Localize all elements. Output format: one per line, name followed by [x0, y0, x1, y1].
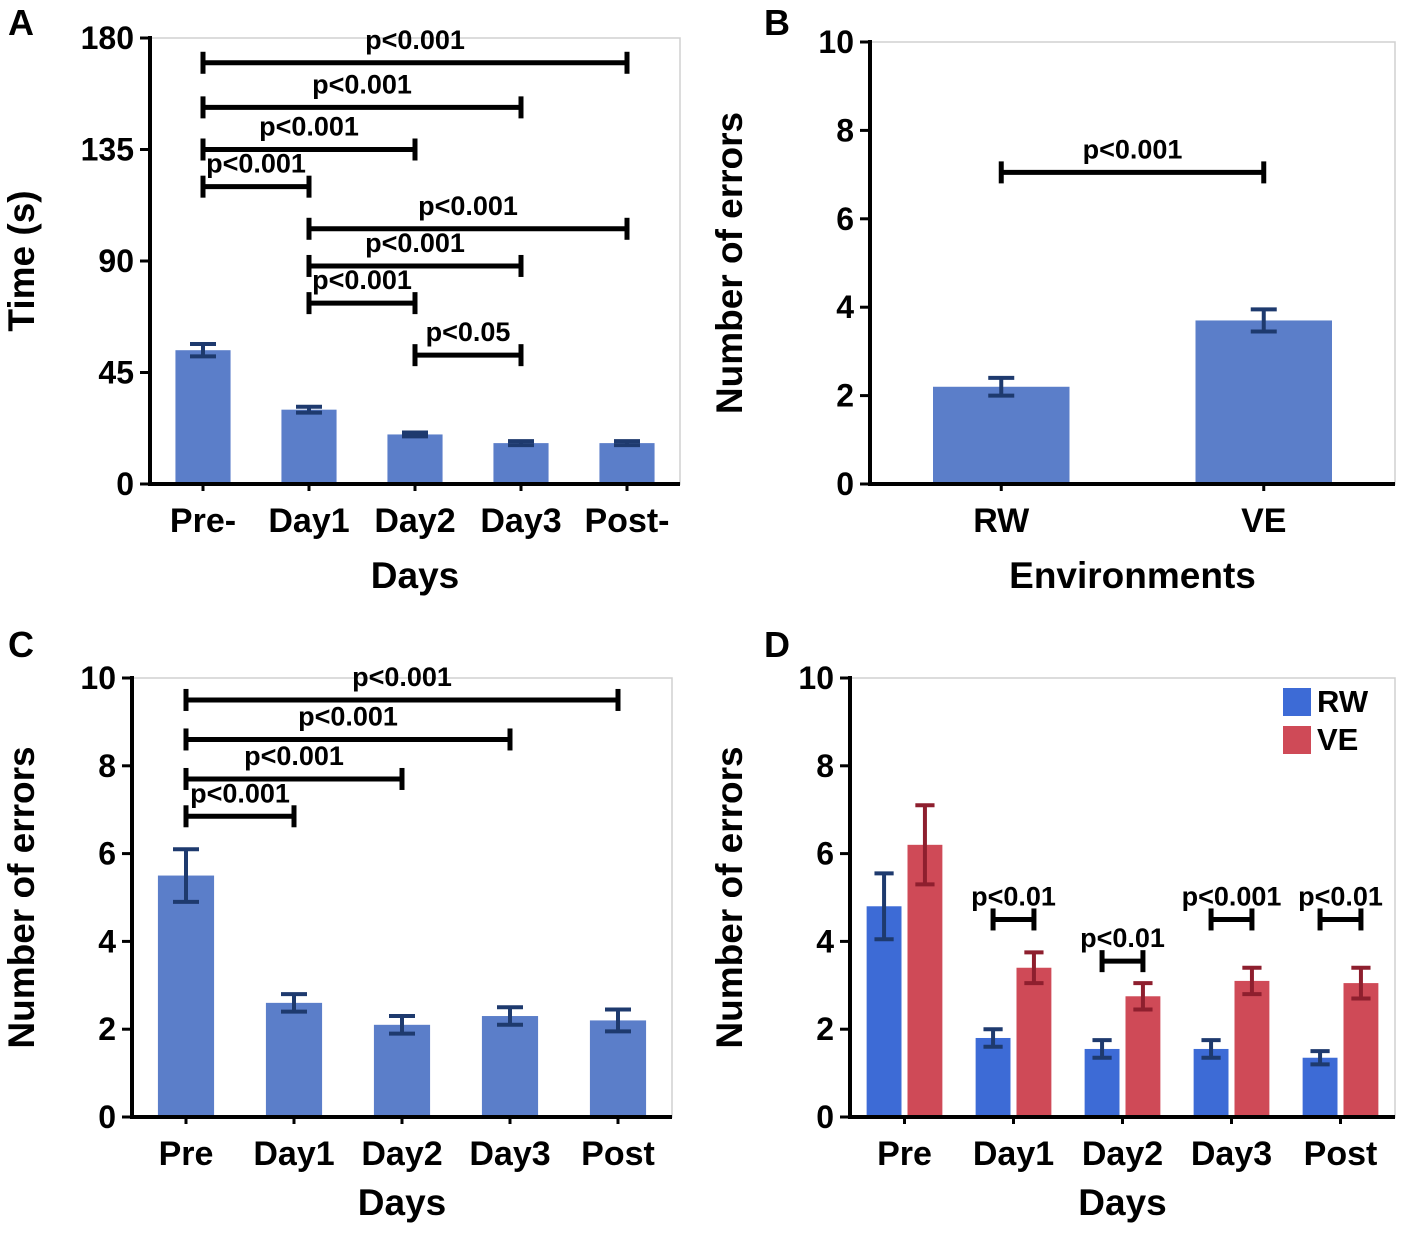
svg-text:10: 10 [818, 24, 854, 60]
panel-d-letter: D [764, 624, 790, 665]
svg-text:Day1: Day1 [973, 1135, 1054, 1173]
panel-a: A 0 45 90 135 180 Pre- Day1 Day2 Day3 Post- Days Ti… [0, 0, 708, 612]
svg-text:p<0.01: p<0.01 [1298, 881, 1383, 911]
svg-text:Day1: Day1 [268, 502, 349, 540]
svg-text:p<0.001: p<0.001 [365, 25, 465, 55]
svg-text:2: 2 [816, 1011, 834, 1047]
svg-text:90: 90 [98, 243, 134, 279]
svg-text:4: 4 [836, 289, 854, 325]
svg-text:p<0.001: p<0.001 [352, 662, 452, 692]
svg-text:Pre: Pre [877, 1135, 932, 1173]
svg-text:p<0.001: p<0.001 [312, 265, 412, 295]
svg-text:p<0.001: p<0.001 [244, 741, 344, 771]
svg-text:135: 135 [81, 132, 134, 168]
svg-text:p<0.001: p<0.001 [312, 69, 412, 99]
svg-text:6: 6 [836, 201, 854, 237]
chart-d-errors-by-days-grouped: 0 2 4 6 8 10 Pre Day1 Day2 Day3 Post Days Number of … [709, 660, 1396, 1223]
svg-text:VE: VE [1317, 722, 1358, 757]
svg-text:0: 0 [98, 1099, 116, 1135]
svg-text:Day3: Day3 [1191, 1135, 1272, 1173]
svg-text:0: 0 [816, 1099, 834, 1135]
svg-text:10: 10 [80, 660, 116, 696]
svg-text:Day2: Day2 [361, 1135, 442, 1173]
legend-swatch-ve [1283, 726, 1311, 754]
svg-text:p<0.001: p<0.001 [418, 191, 518, 221]
svg-text:Pre-: Pre- [170, 502, 236, 540]
svg-text:p<0.001: p<0.001 [1083, 134, 1183, 164]
panel-b: B 0 2 4 6 8 10 RW VE Environments Number of error… [708, 0, 1417, 612]
svg-text:6: 6 [98, 836, 116, 872]
panel-b-letter: B [764, 2, 790, 43]
svg-text:Number of errors: Number of errors [709, 112, 750, 414]
svg-text:2: 2 [836, 378, 854, 414]
panel-c-letter: C [8, 624, 34, 665]
svg-text:p<0.001: p<0.001 [298, 701, 398, 731]
svg-text:p<0.001: p<0.001 [365, 228, 465, 258]
svg-text:p<0.001: p<0.001 [259, 112, 359, 142]
svg-text:Day2: Day2 [1082, 1135, 1163, 1173]
svg-text:Number of errors: Number of errors [709, 746, 750, 1048]
svg-text:RW: RW [1317, 684, 1369, 719]
chart-b-errors-by-environment: 0 2 4 6 8 10 RW VE Environments Number of errors p… [709, 24, 1396, 596]
svg-text:4: 4 [816, 923, 834, 959]
svg-text:0: 0 [116, 466, 134, 502]
svg-text:p<0.001: p<0.001 [190, 778, 290, 808]
legend-swatch-rw [1283, 688, 1311, 716]
svg-text:Post: Post [1304, 1135, 1378, 1173]
svg-text:VE: VE [1241, 502, 1286, 540]
svg-text:Days: Days [371, 555, 459, 596]
svg-text:p<0.01: p<0.01 [1080, 923, 1165, 953]
svg-text:6: 6 [816, 836, 834, 872]
svg-text:8: 8 [836, 112, 854, 148]
chart-a-time-by-days: 0 45 90 135 180 Pre- Day1 Day2 Day3 Post- Days Time… [1, 20, 681, 596]
svg-text:Day2: Day2 [374, 502, 455, 540]
svg-text:Day3: Day3 [480, 502, 561, 540]
svg-text:p<0.001: p<0.001 [206, 149, 306, 179]
svg-text:Time (s): Time (s) [1, 190, 42, 331]
svg-text:Environments: Environments [1009, 555, 1256, 596]
svg-text:Post-: Post- [585, 502, 670, 540]
svg-text:Number of errors: Number of errors [1, 746, 42, 1048]
svg-text:Days: Days [1078, 1182, 1166, 1223]
svg-text:Post: Post [581, 1135, 655, 1173]
svg-text:Pre: Pre [159, 1135, 214, 1173]
svg-text:Day1: Day1 [253, 1135, 334, 1173]
panel-c: C 0 2 4 6 8 10 Pre Day1 Day2 Day3 Post Days Number o… [0, 612, 708, 1239]
panel-a-letter: A [8, 2, 34, 43]
svg-text:p<0.05: p<0.05 [426, 317, 511, 347]
svg-text:2: 2 [98, 1011, 116, 1047]
svg-text:4: 4 [98, 923, 116, 959]
svg-text:0: 0 [836, 466, 854, 502]
svg-text:Day3: Day3 [469, 1135, 550, 1173]
svg-text:RW: RW [973, 502, 1030, 540]
svg-text:8: 8 [816, 748, 834, 784]
svg-text:p<0.01: p<0.01 [971, 881, 1056, 911]
svg-text:45: 45 [98, 355, 134, 391]
panel-d: D 0 2 4 6 8 10 Pre Day1 Day2 Day3 Post Days Number o… [708, 612, 1417, 1239]
svg-text:8: 8 [98, 748, 116, 784]
svg-text:180: 180 [81, 20, 134, 56]
chart-c-errors-by-days: 0 2 4 6 8 10 Pre Day1 Day2 Day3 Post Days Number of … [1, 660, 673, 1223]
svg-text:10: 10 [798, 660, 834, 696]
svg-text:p<0.001: p<0.001 [1182, 881, 1282, 911]
svg-text:Days: Days [358, 1182, 446, 1223]
